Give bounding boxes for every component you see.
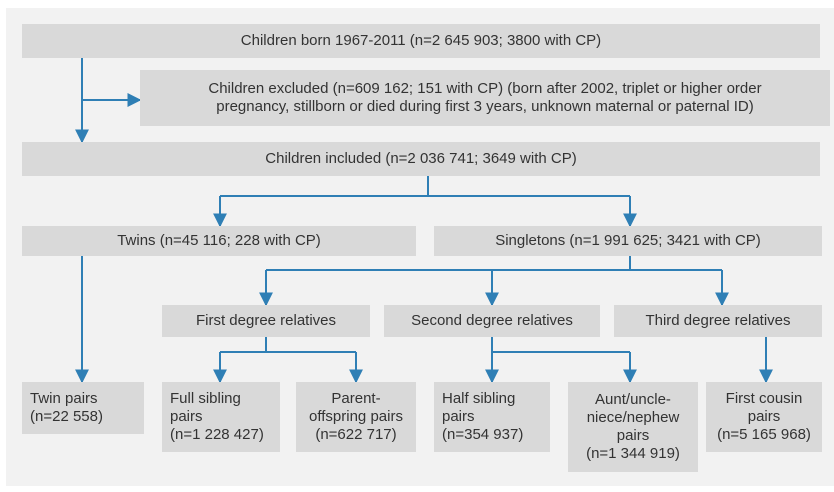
- node-box: [22, 142, 820, 176]
- node-label: Children included (n=2 036 741; 3649 wit…: [265, 150, 576, 167]
- node-label: (n=5 165 968): [717, 426, 811, 443]
- node-box: [434, 226, 822, 256]
- node-label: (n=1 344 919): [586, 445, 680, 462]
- node-label: Children excluded (n=609 162; 151 with C…: [208, 80, 761, 97]
- node-box: [296, 382, 416, 452]
- connector: [266, 256, 722, 271]
- node-box: [140, 70, 830, 126]
- node-label: (n=22 558): [30, 408, 103, 425]
- node-label: (n=1 228 427): [170, 426, 264, 443]
- connector: [220, 176, 630, 197]
- node-label: pregnancy, stillborn or died during firs…: [216, 98, 754, 115]
- node-box: [434, 382, 550, 452]
- node-label: Half sibling: [442, 390, 515, 407]
- node-box: [22, 226, 416, 256]
- node-label: pairs: [170, 408, 203, 425]
- connectors: [75, 58, 773, 384]
- node-box: [568, 382, 698, 472]
- node-label: pairs: [442, 408, 475, 425]
- node-box: [22, 382, 144, 434]
- node-label: (n=354 937): [442, 426, 523, 443]
- node-label: pairs: [617, 427, 650, 444]
- node-label: niece/nephew: [587, 409, 680, 426]
- node-label: Aunt/uncle-: [595, 391, 671, 408]
- node-label: First cousin: [726, 390, 803, 407]
- node-box: [614, 305, 822, 337]
- node-box: [706, 382, 822, 452]
- node-label: Full sibling: [170, 390, 241, 407]
- node-label: First degree relatives: [196, 312, 336, 329]
- node-label: Singletons (n=1 991 625; 3421 with CP): [495, 232, 761, 249]
- node-label: Twins (n=45 116; 228 with CP): [117, 232, 321, 249]
- node-label: Parent-: [331, 390, 380, 407]
- node-box: [384, 305, 600, 337]
- node-label: offspring pairs: [309, 408, 403, 425]
- node-box: [22, 24, 820, 58]
- node-label: Twin pairs: [30, 390, 98, 407]
- node-label: Children born 1967-2011 (n=2 645 903; 38…: [241, 32, 601, 49]
- connector: [220, 337, 356, 353]
- node-box: [162, 305, 370, 337]
- node-label: Second degree relatives: [411, 312, 573, 329]
- node-label: (n=622 717): [315, 426, 396, 443]
- node-label: pairs: [748, 408, 781, 425]
- node-box: [162, 382, 280, 452]
- node-label: Third degree relatives: [645, 312, 790, 329]
